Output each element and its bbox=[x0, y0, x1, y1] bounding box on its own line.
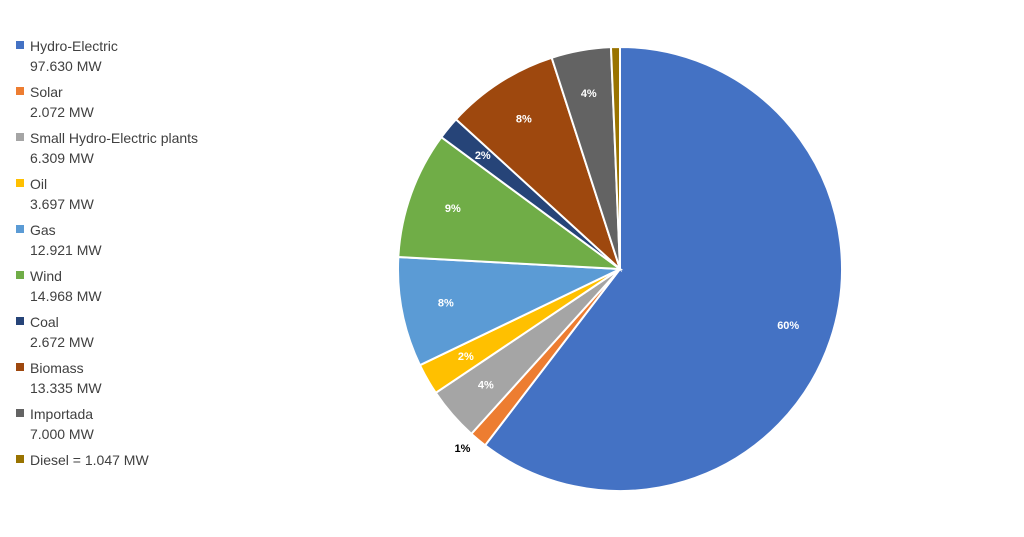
legend-label: Hydro-Electric 97.630 MW bbox=[30, 38, 118, 74]
legend-label: Diesel = 1.047 MW bbox=[30, 452, 149, 468]
legend-label: Oil 3.697 MW bbox=[30, 176, 94, 212]
legend-item: Biomass 13.335 MW bbox=[16, 358, 266, 398]
pie-slice bbox=[397, 135, 624, 271]
slice-percent-label: 4% bbox=[478, 379, 494, 391]
legend-swatch bbox=[16, 179, 24, 187]
legend-label: Coal 2.672 MW bbox=[30, 314, 94, 350]
legend-item: Hydro-Electric 97.630 MW bbox=[16, 36, 266, 76]
legend-swatch bbox=[16, 87, 24, 95]
legend-swatch bbox=[16, 317, 24, 325]
legend-item: Oil 3.697 MW bbox=[16, 174, 266, 214]
slice-percent-label: 8% bbox=[516, 114, 532, 126]
legend-item: Coal 2.672 MW bbox=[16, 312, 266, 352]
legend-label: Wind 14.968 MW bbox=[30, 268, 102, 304]
legend-item: Small Hydro-Electric plants 6.309 MW bbox=[16, 128, 266, 168]
legend-swatch bbox=[16, 41, 24, 49]
legend-swatch bbox=[16, 225, 24, 233]
legend-item: Importada 7.000 MW bbox=[16, 404, 266, 444]
legend-swatch bbox=[16, 271, 24, 279]
slice-percent-label: 1% bbox=[455, 443, 471, 455]
legend-item: Wind 14.968 MW bbox=[16, 266, 266, 306]
slice-percent-label: 8% bbox=[438, 298, 454, 310]
legend-item: Diesel = 1.047 MW bbox=[16, 450, 266, 470]
slice-percent-label: 2% bbox=[458, 351, 474, 363]
slice-percent-label: 2% bbox=[475, 150, 491, 162]
legend-label: Biomass 13.335 MW bbox=[30, 360, 102, 396]
slice-percent-label: 60% bbox=[777, 320, 799, 332]
legend-label: Solar 2.072 MW bbox=[30, 84, 94, 120]
pie-slice bbox=[397, 255, 621, 367]
legend-swatch bbox=[16, 363, 24, 371]
pie-slice bbox=[483, 45, 843, 492]
slice-percent-label: 4% bbox=[581, 88, 597, 100]
pie-slice bbox=[609, 45, 621, 270]
legend-swatch bbox=[16, 409, 24, 417]
legend-swatch bbox=[16, 455, 24, 463]
legend-swatch bbox=[16, 133, 24, 141]
legend-label: Small Hydro-Electric plants 6.309 MW bbox=[30, 130, 199, 166]
legend-label: Gas 12.921 MW bbox=[30, 222, 102, 258]
legend-label: Importada 7.000 MW bbox=[30, 406, 94, 442]
pie-slice bbox=[454, 56, 623, 273]
legend-item: Gas 12.921 MW bbox=[16, 220, 266, 260]
chart-legend: Hydro-Electric 97.630 MW Solar 2.072 MW Sm… bbox=[16, 36, 266, 476]
legend-item: Solar 2.072 MW bbox=[16, 82, 266, 122]
slice-percent-label: 9% bbox=[445, 203, 461, 215]
